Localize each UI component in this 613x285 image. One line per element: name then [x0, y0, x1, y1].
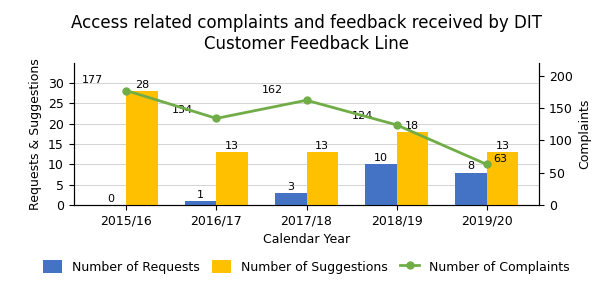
Bar: [185, 201, 216, 205]
Bar: [397, 132, 428, 205]
Y-axis label: Complaints: Complaints: [579, 99, 592, 169]
Text: 8: 8: [467, 161, 474, 171]
Bar: [487, 152, 518, 205]
Number of Complaints: [393, 123, 400, 127]
Number of Complaints: [213, 117, 220, 120]
Text: 18: 18: [405, 121, 419, 131]
Text: 0: 0: [107, 194, 114, 204]
Text: 13: 13: [495, 141, 509, 151]
Text: 134: 134: [172, 105, 192, 115]
X-axis label: Calendar Year: Calendar Year: [263, 233, 350, 247]
Legend: Number of Requests, Number of Suggestions, Number of Complaints: Number of Requests, Number of Suggestion…: [38, 255, 575, 279]
Text: 13: 13: [315, 141, 329, 151]
Text: 13: 13: [225, 141, 239, 151]
Text: 162: 162: [262, 85, 283, 95]
Text: 1: 1: [197, 190, 204, 200]
Text: 10: 10: [374, 153, 388, 163]
Line: Number of Complaints: Number of Complaints: [123, 87, 490, 168]
Bar: [455, 173, 487, 205]
Number of Complaints: [123, 89, 130, 92]
Y-axis label: Requests & Suggestions: Requests & Suggestions: [29, 58, 42, 210]
Text: 3: 3: [287, 182, 294, 192]
Bar: [306, 152, 338, 205]
Text: 124: 124: [352, 111, 373, 121]
Text: 63: 63: [493, 154, 507, 164]
Number of Complaints: [483, 163, 490, 166]
Title: Access related complaints and feedback received by DIT
Customer Feedback Line: Access related complaints and feedback r…: [71, 14, 542, 53]
Bar: [126, 91, 158, 205]
Number of Complaints: [303, 99, 310, 102]
Text: 28: 28: [135, 80, 149, 90]
Text: 177: 177: [82, 75, 102, 86]
Bar: [275, 193, 306, 205]
Bar: [216, 152, 248, 205]
Bar: [365, 164, 397, 205]
